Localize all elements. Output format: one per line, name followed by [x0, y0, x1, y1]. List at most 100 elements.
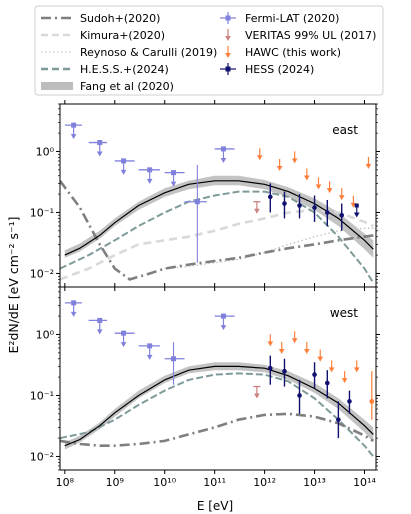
panel-west: 10⁻² 10⁻¹ 10⁰ west: [30, 283, 380, 474]
hess-marker: [324, 210, 330, 215]
fermi-ul-head: [120, 342, 127, 348]
hess-point-west-5: [336, 401, 341, 439]
legend-entry: HAWC (this work): [225, 46, 341, 59]
x-axis-ticks: 10⁸ 10⁹ 10¹⁰ 10¹¹ 10¹² 10¹³ 10¹⁴: [56, 476, 377, 489]
hawc-ul-head: [338, 195, 345, 201]
hess-marker: [324, 380, 330, 386]
legend-head: [225, 53, 231, 58]
hess-point-west-4: [324, 370, 330, 399]
reynoso-curve-east: [164, 227, 374, 270]
hess-marker: [282, 201, 287, 206]
fermi-ul-head: [220, 325, 227, 331]
fermi-marker: [121, 330, 127, 336]
fermi-marker: [171, 170, 177, 176]
hawc-point-west-8: [369, 371, 375, 420]
hawc-marker: [369, 398, 375, 404]
fermi-marker: [220, 313, 226, 319]
fermi-marker: [71, 122, 77, 128]
fermi-ul-head: [146, 178, 153, 184]
hawc-ul-head: [304, 349, 310, 354]
hawc-point-west-2: [291, 331, 298, 344]
legend-label: H.E.S.S.+(2024): [80, 63, 169, 76]
fang-center-curve-west: [64, 365, 374, 447]
hawc-point-east-6: [338, 188, 345, 201]
fermi-point-west-4: [164, 342, 185, 385]
fermi-marker: [121, 158, 127, 164]
hawc-point-west-1: [278, 342, 285, 354]
legend-swatch: [41, 82, 73, 90]
fermi-ul-head: [170, 181, 177, 187]
hess2024-curve-east: [60, 190, 375, 284]
legend-label: Fermi-LAT (2020): [245, 12, 339, 25]
legend-entry: VERITAS 99% UL (2017): [225, 29, 376, 42]
hess-point-west-3: [312, 362, 317, 389]
legend-label: HAWC (this work): [245, 46, 341, 59]
fermi-point-east-4: [164, 170, 185, 187]
panel-east: 10⁻² 10⁻¹ 10⁰ east: [30, 100, 380, 291]
legend-entry: Fermi-LAT (2020): [220, 12, 339, 25]
fermi-marker: [71, 300, 77, 306]
x-axis-label: E [eV]: [197, 499, 233, 513]
plot-area-west: [60, 300, 375, 458]
hawc-point-east-8: [365, 156, 372, 169]
fermi-marker: [97, 140, 103, 146]
fermi-marker: [194, 199, 200, 205]
fermi-ul-head: [70, 311, 77, 317]
legend-entry: Sudoh+(2020): [41, 12, 160, 25]
x-tick-label: 10¹⁰: [153, 476, 176, 489]
legend-entry: Reynoso & Carulli (2019): [41, 46, 217, 59]
panel-frame-west: [59, 286, 377, 471]
hess-marker: [336, 417, 341, 423]
legend-entry: HESS (2024): [220, 63, 314, 76]
hawc-ul-head: [291, 158, 298, 164]
legend-label: Kimura+(2020): [80, 29, 165, 42]
hawc-point-west-3: [304, 342, 310, 354]
x-tick-label: 10¹³: [303, 476, 326, 489]
kimura-curve-east: [60, 208, 374, 281]
legend-marker: [225, 66, 231, 72]
hess-point-east-6: [353, 203, 360, 218]
hawc-point-west-6: [341, 371, 348, 384]
hess-point-west-0: [267, 355, 273, 385]
x-tick-label: 10¹¹: [203, 476, 226, 489]
fermi-point-east-5: [184, 165, 207, 263]
hawc-ul-head: [291, 338, 298, 344]
fang-band-west: [64, 362, 374, 450]
hawc-ul-head: [328, 367, 335, 373]
y-axis-label: E²dN/dE [eV cm⁻² s⁻¹]: [6, 217, 21, 354]
veritas-ul-east-0: [253, 201, 261, 214]
fermi-ul-head: [220, 157, 227, 163]
hess-marker: [339, 212, 345, 218]
legend-entry: Fang et al (2020): [41, 80, 174, 93]
x-tick-label: 10⁹: [106, 476, 124, 489]
hawc-point-west-5: [328, 360, 335, 373]
hawc-point-east-2: [291, 151, 298, 164]
hawc-ul-head: [353, 367, 360, 373]
fermi-marker: [97, 317, 103, 323]
y-tick-label: 10⁻²: [30, 450, 54, 463]
fermi-ul-head: [70, 134, 77, 140]
legend-entry: Kimura+(2020): [41, 29, 165, 42]
y-tick-label: 10⁻¹: [30, 389, 54, 402]
hawc-ul-head: [304, 175, 310, 181]
hawc-point-east-0: [256, 148, 263, 161]
legend-label: Sudoh+(2020): [80, 12, 160, 25]
hess-point-east-5: [339, 203, 345, 231]
fermi-point-east-6: [214, 146, 235, 163]
hawc-ul-head: [317, 356, 324, 362]
hess-marker: [347, 399, 352, 404]
hess-marker: [267, 365, 273, 371]
hess-marker: [282, 368, 287, 374]
hawc-ul-head: [256, 155, 263, 161]
hess-point-east-1: [282, 191, 287, 219]
y-tick-label: 10⁰: [36, 328, 55, 341]
hess-point-east-4: [324, 200, 330, 226]
fermi-ul-head: [120, 169, 127, 175]
fermi-point-west-0: [64, 300, 82, 317]
panel-label-west: west: [330, 306, 358, 320]
legend-box: [34, 5, 384, 96]
fermi-point-east-2: [114, 158, 135, 175]
hess-marker: [267, 194, 273, 200]
hawc-point-east-1: [276, 159, 283, 171]
hawc-point-east-3: [304, 168, 310, 181]
